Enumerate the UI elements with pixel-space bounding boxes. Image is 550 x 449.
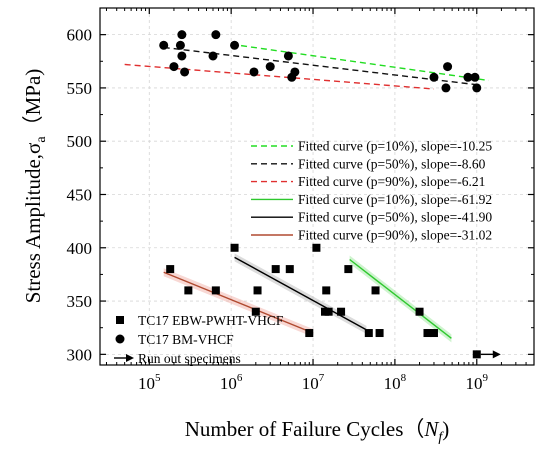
circle-point — [230, 40, 240, 50]
circle-point — [470, 72, 480, 82]
x-tick-exponent: 7 — [319, 372, 325, 384]
x-tick-exponent: 9 — [483, 372, 489, 384]
fitted-curve — [234, 256, 367, 331]
x-tick-label: 105 — [138, 372, 161, 393]
circle-point — [283, 51, 293, 61]
square-point — [415, 307, 424, 316]
circle-point — [290, 67, 300, 77]
x-tick-base: 10 — [302, 374, 319, 393]
circle-point — [177, 51, 187, 61]
legend-fit-label: Fitted curve (p=90%), slope=-31.02 — [298, 228, 492, 243]
y-axis-label: Stress Amplitude,σa（MPa) — [21, 69, 49, 304]
x-tick-base: 10 — [220, 374, 237, 393]
square-point — [423, 329, 432, 338]
square-point — [253, 286, 262, 295]
square-point — [371, 286, 380, 295]
square-point — [344, 265, 353, 274]
legend-fit-label: Fitted curve (p=50%), slope=-8.60 — [298, 156, 486, 171]
y-tick-label: 500 — [67, 132, 93, 151]
circle-point — [180, 67, 190, 77]
x-tick-base: 10 — [138, 374, 155, 393]
square-point — [305, 329, 314, 338]
runout-point — [472, 350, 481, 359]
legend-series-label: TC17 EBW-PWHT-VHCF — [138, 313, 284, 328]
x-tick-base: 10 — [384, 374, 401, 393]
y-tick-label: 550 — [67, 79, 93, 98]
legend-square-marker — [116, 316, 124, 324]
square-point — [322, 286, 331, 295]
legend-arrow-head — [126, 354, 134, 362]
x-tick-label: 108 — [384, 372, 407, 393]
legend-fit-label: Fitted curve (p=10%), slope=-10.25 — [298, 139, 492, 154]
circle-point — [175, 40, 185, 50]
x-tick-label: 107 — [302, 372, 325, 393]
square-point — [337, 307, 346, 316]
circle-point — [208, 51, 218, 61]
y-tick-label: 450 — [67, 185, 93, 204]
fitted-curve — [231, 43, 489, 82]
runout-arrow-head — [492, 350, 501, 359]
circle-point — [441, 83, 451, 93]
square-point — [429, 329, 438, 338]
grid — [100, 8, 534, 365]
x-axis-label: Number of Failure Cycles（Nf) — [185, 417, 450, 445]
x-tick-label: 109 — [466, 372, 489, 393]
square-point — [364, 329, 373, 338]
y-tick-label: 300 — [67, 345, 93, 364]
square-point — [375, 329, 384, 338]
circle-point — [177, 30, 187, 40]
circle-point — [249, 67, 259, 77]
legend-fit-label: Fitted curve (p=50%), slope=-41.90 — [298, 210, 492, 225]
x-tick-exponent: 5 — [155, 372, 161, 384]
fitted-curve — [163, 271, 314, 334]
x-tick-base: 10 — [466, 374, 483, 393]
legend: Fitted curve (p=10%), slope=-10.25 Fitted… — [114, 139, 492, 366]
square-point — [271, 265, 280, 274]
circle-point — [463, 72, 473, 82]
legend-circle-marker — [115, 334, 125, 344]
data-points — [159, 30, 501, 359]
square-point — [312, 243, 321, 252]
legend-series-label: TC17 BM-VHCF — [138, 332, 234, 347]
square-point — [251, 307, 260, 316]
fitted-curve — [349, 258, 452, 339]
x-tick-exponent: 8 — [401, 372, 407, 384]
circle-point — [211, 30, 221, 40]
square-point — [166, 265, 175, 274]
y-tick-label: 400 — [67, 239, 93, 258]
circle-point — [472, 83, 482, 93]
y-tick-label: 600 — [67, 26, 93, 45]
square-point — [285, 265, 294, 274]
circle-point — [429, 72, 439, 82]
circle-point — [169, 62, 179, 72]
circle-point — [265, 62, 275, 72]
x-tick-exponent: 6 — [237, 372, 243, 384]
legend-fit-label: Fitted curve (p=10%), slope=-61.92 — [298, 192, 492, 207]
x-tick-label: 106 — [220, 372, 243, 393]
square-point — [211, 286, 220, 295]
circle-point — [159, 40, 169, 50]
legend-fit-label: Fitted curve (p=90%), slope=-6.21 — [298, 174, 485, 189]
square-point — [230, 243, 239, 252]
y-tick-label: 350 — [67, 292, 93, 311]
square-point — [324, 307, 333, 316]
square-point — [184, 286, 193, 295]
circle-point — [443, 62, 453, 72]
legend-series-label: Run out specimens — [138, 351, 241, 366]
